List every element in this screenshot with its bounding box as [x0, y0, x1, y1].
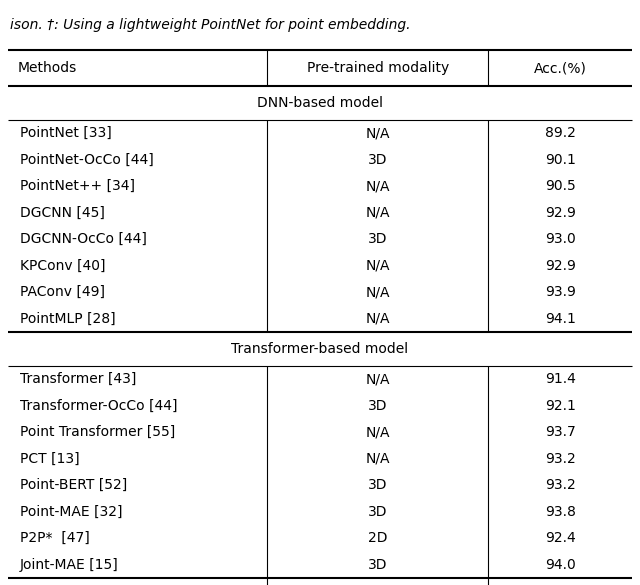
Text: 3D: 3D: [368, 505, 387, 519]
Text: 93.0: 93.0: [545, 232, 575, 246]
Text: 93.7: 93.7: [545, 425, 575, 439]
Text: N/A: N/A: [365, 372, 390, 386]
Text: 92.9: 92.9: [545, 206, 575, 220]
Text: Point Transformer [55]: Point Transformer [55]: [20, 425, 175, 439]
Text: Transformer-based model: Transformer-based model: [232, 342, 408, 356]
Text: KPConv [40]: KPConv [40]: [20, 259, 106, 273]
Text: N/A: N/A: [365, 285, 390, 300]
Text: PointNet++ [34]: PointNet++ [34]: [20, 179, 135, 193]
Text: PAConv [49]: PAConv [49]: [20, 285, 105, 300]
Text: 2D: 2D: [368, 531, 387, 545]
Text: DNN-based model: DNN-based model: [257, 96, 383, 110]
Text: 93.2: 93.2: [545, 452, 575, 466]
Text: 90.1: 90.1: [545, 153, 575, 167]
Text: 3D: 3D: [368, 479, 387, 492]
Text: 91.4: 91.4: [545, 372, 575, 386]
Text: PointNet [33]: PointNet [33]: [20, 126, 112, 140]
Text: 93.2: 93.2: [545, 479, 575, 492]
Text: 3D: 3D: [368, 232, 387, 246]
Text: Methods: Methods: [18, 61, 77, 75]
Text: 93.9: 93.9: [545, 285, 575, 300]
Text: 92.4: 92.4: [545, 531, 575, 545]
Text: 89.2: 89.2: [545, 126, 575, 140]
Text: PointMLP [28]: PointMLP [28]: [20, 312, 116, 326]
Text: 92.1: 92.1: [545, 399, 575, 413]
Text: N/A: N/A: [365, 179, 390, 193]
Text: 94.0: 94.0: [545, 558, 575, 572]
Text: 92.9: 92.9: [545, 259, 575, 273]
Text: N/A: N/A: [365, 259, 390, 273]
Text: ison. †: Using a lightweight PointNet for point embedding.: ison. †: Using a lightweight PointNet fo…: [10, 18, 410, 32]
Text: N/A: N/A: [365, 206, 390, 220]
Text: Acc.(%): Acc.(%): [534, 61, 587, 75]
Text: Point-BERT [52]: Point-BERT [52]: [20, 479, 127, 492]
Text: Joint-MAE [15]: Joint-MAE [15]: [20, 558, 119, 572]
Text: PointNet-OcCo [44]: PointNet-OcCo [44]: [20, 153, 154, 167]
Text: 3D: 3D: [368, 153, 387, 167]
Text: Transformer [43]: Transformer [43]: [20, 372, 136, 386]
Text: DGCNN-OcCo [44]: DGCNN-OcCo [44]: [20, 232, 147, 246]
Text: 93.8: 93.8: [545, 505, 575, 519]
Text: PCT [13]: PCT [13]: [20, 452, 79, 466]
Text: 94.1: 94.1: [545, 312, 575, 326]
Text: DGCNN [45]: DGCNN [45]: [20, 206, 105, 220]
Text: N/A: N/A: [365, 452, 390, 466]
Text: Pre-trained modality: Pre-trained modality: [307, 61, 449, 75]
Text: Point-MAE [32]: Point-MAE [32]: [20, 505, 122, 519]
Text: N/A: N/A: [365, 425, 390, 439]
Text: P2P*  [47]: P2P* [47]: [20, 531, 90, 545]
Text: N/A: N/A: [365, 312, 390, 326]
Text: 3D: 3D: [368, 399, 387, 413]
Text: Transformer-OcCo [44]: Transformer-OcCo [44]: [20, 399, 177, 413]
Text: N/A: N/A: [365, 126, 390, 140]
Text: 3D: 3D: [368, 558, 387, 572]
Text: 90.5: 90.5: [545, 179, 575, 193]
